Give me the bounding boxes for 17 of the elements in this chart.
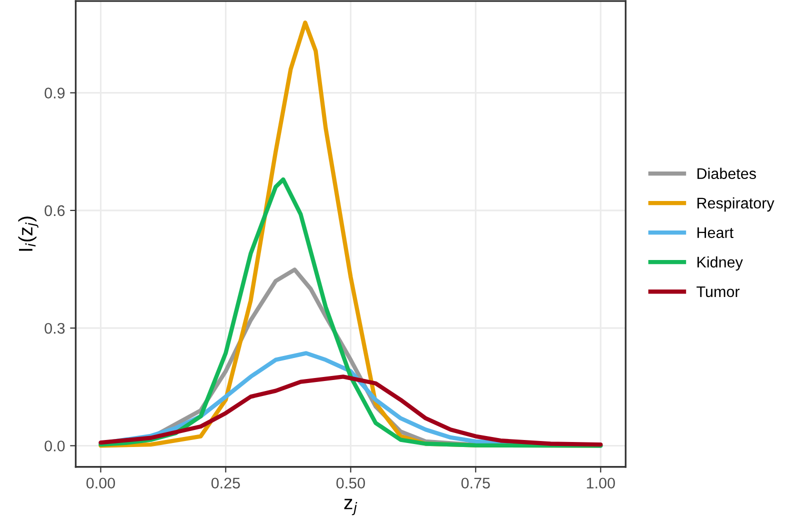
legend-label: Diabetes [697, 168, 756, 180]
x-axis-title: z$_{j}$ [344, 498, 358, 516]
y-tick-label: 0.0 [44, 440, 65, 452]
x-tick-label: 0.50 [336, 478, 365, 489]
legend-label: Kidney [697, 256, 743, 271]
y-axis-title: I$_{i}$(z$_{j}$) [18, 216, 38, 251]
line-series [98, 374, 603, 447]
x-tick-label: 1.00 [586, 478, 615, 489]
x-tick-label: 0.00 [86, 478, 115, 489]
legend-label: Heart [697, 227, 734, 238]
legend-label: Tumor [696, 286, 740, 298]
legend-label: Respiratory [697, 197, 774, 212]
y-tick-label: 0.3 [44, 322, 65, 334]
y-tick-label: 0.6 [44, 205, 65, 216]
x-tick-label: 0.75 [461, 478, 490, 489]
y-tick-label: 0.9 [44, 88, 65, 98]
x-tick-label: 0.25 [211, 478, 240, 489]
